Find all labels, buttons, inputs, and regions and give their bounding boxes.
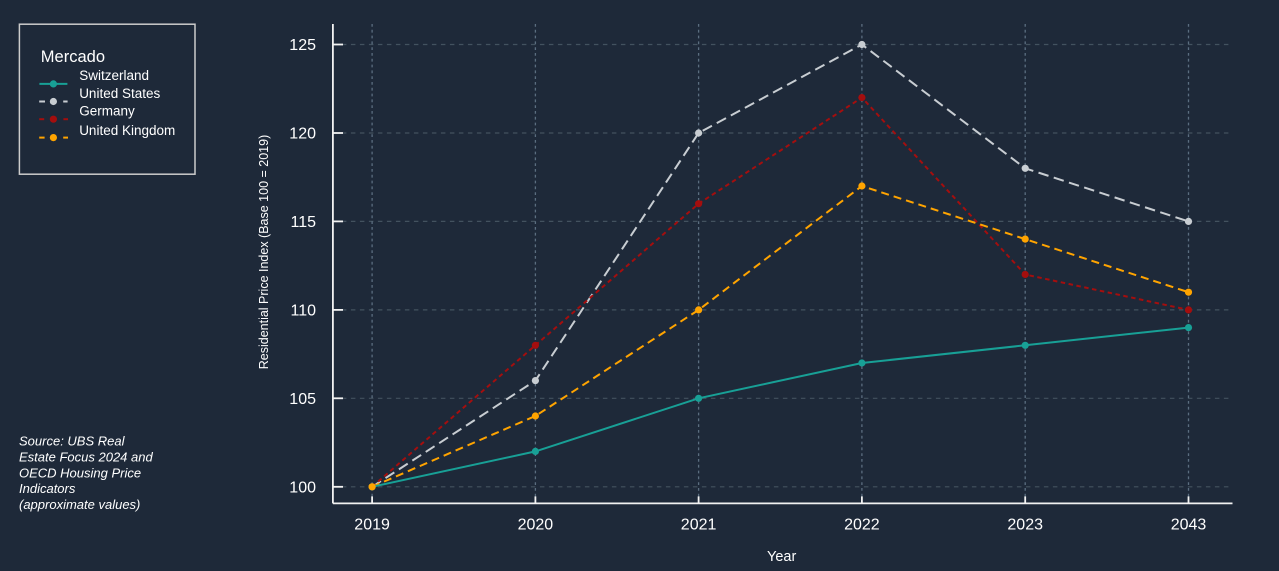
svg-text:Year: Year <box>767 549 796 565</box>
svg-text:United Kingdom: United Kingdom <box>79 123 175 138</box>
svg-text:2023: 2023 <box>1007 517 1043 534</box>
svg-text:120: 120 <box>289 126 316 143</box>
svg-text:Estate Focus 2024 and: Estate Focus 2024 and <box>19 449 153 464</box>
svg-text:Residential Price Index (Base: Residential Price Index (Base 100 = 2019… <box>257 135 271 370</box>
svg-text:2021: 2021 <box>681 517 717 534</box>
svg-text:110: 110 <box>290 302 316 319</box>
svg-text:Mercado: Mercado <box>41 48 105 66</box>
svg-text:115: 115 <box>290 214 316 231</box>
svg-text:2043: 2043 <box>1171 517 1207 534</box>
svg-text:Indicators: Indicators <box>19 481 76 496</box>
svg-text:OECD Housing Price: OECD Housing Price <box>19 465 141 480</box>
svg-text:2019: 2019 <box>354 517 390 534</box>
svg-text:2022: 2022 <box>844 517 880 534</box>
svg-text:Germany: Germany <box>79 104 135 119</box>
svg-text:100: 100 <box>289 479 316 496</box>
svg-text:(approximate values): (approximate values) <box>19 497 140 512</box>
svg-text:Source: UBS Real: Source: UBS Real <box>19 434 126 449</box>
svg-text:125: 125 <box>289 37 316 54</box>
svg-text:Switzerland: Switzerland <box>79 68 149 83</box>
svg-text:2020: 2020 <box>518 517 554 534</box>
svg-text:United States: United States <box>79 86 160 101</box>
svg-text:105: 105 <box>289 391 316 408</box>
